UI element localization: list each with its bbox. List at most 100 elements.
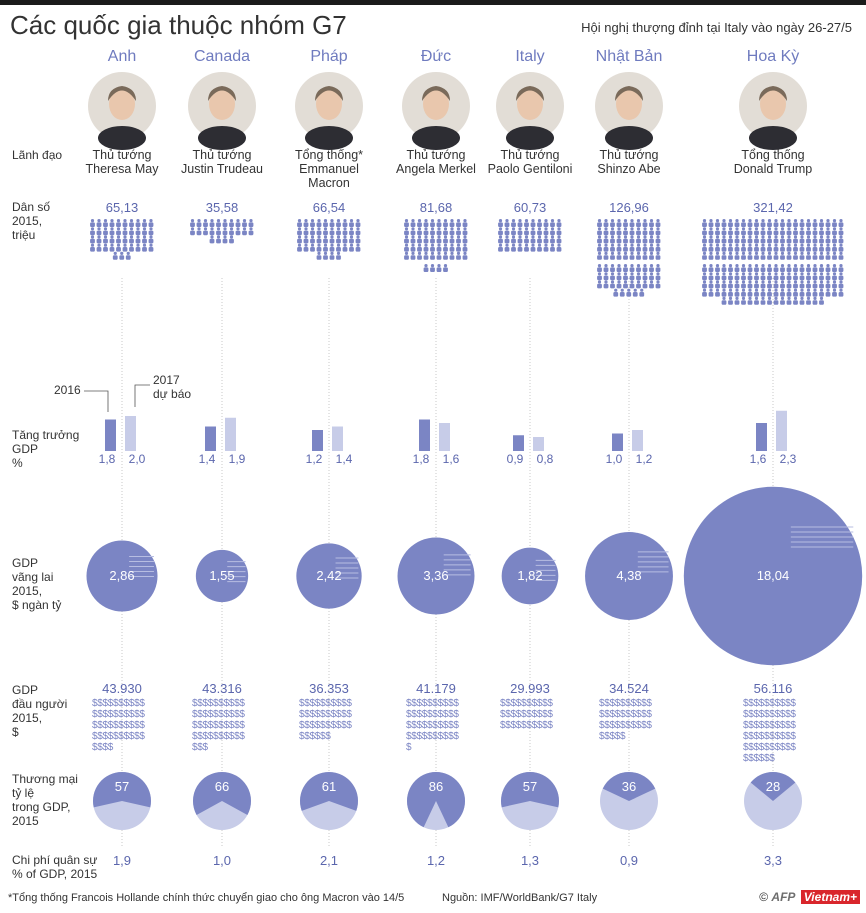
population-icon-6-14 [793,219,798,227]
population-value-6: 321,42 [753,200,793,215]
population-icon-6-175 [838,280,844,289]
population-icon-4-12 [511,227,516,236]
population-icon-0-31 [96,243,102,252]
population-icon-5-6 [636,219,641,227]
trade-slice-3 [407,772,465,828]
population-icon-6-163 [760,280,766,289]
population-icon-6-61 [812,235,818,244]
population-icon-0-24 [116,235,121,244]
growth-label-2017-1: 1,9 [228,452,246,466]
gdp-per-capita-dollars-6-1: $$$$$$$$$$ [743,709,796,720]
population-icon-4-32 [511,243,516,252]
population-icon-3-53 [443,264,448,272]
gdp-per-capita-dollars-2-2: $$$$$$$$$$ [299,720,352,731]
legend-2017: 2017 dự báo [153,373,192,401]
population-icon-6-95 [747,251,753,260]
gdp-per-capita-value-3: 41.179 [416,681,456,696]
population-icon-4-20 [498,235,503,244]
population-icon-6-4 [728,219,733,227]
population-icon-6-90 [715,251,720,260]
population-icon-6-55 [773,235,779,244]
population-icon-6-172 [819,280,824,289]
population-icon-5-46 [636,251,641,260]
population-icon-2-11 [303,227,309,236]
population-icon-6-27 [734,227,740,236]
population-icon-5-3 [616,219,622,227]
population-icon-0-16 [129,227,134,236]
gdp-value-6: 18,04 [756,568,790,583]
growth-bar-2017-3 [439,423,450,451]
growth-bar-2016-1 [205,426,216,451]
population-icon-5-77 [642,280,648,289]
population-icon-6-52 [754,235,759,244]
population-icon-2-8 [349,219,354,227]
population-icon-3-32 [417,243,422,252]
population-icon-5-33 [616,243,622,252]
population-icon-6-156 [715,280,720,289]
population-icon-6-194 [819,288,824,297]
population-icon-6-147 [799,272,805,281]
population-icon-6-67 [708,243,714,252]
population-icon-5-63 [616,272,622,281]
gdp-value-0: 2,86 [109,568,135,583]
growth-label-2016-0: 1,8 [98,452,116,466]
population-icon-6-128 [819,264,824,272]
growth-bar-2017-4 [533,437,544,451]
leader-name-6: Tổng thống Donald Trump [733,148,813,176]
population-icon-6-33 [773,227,779,236]
population-icon-3-43 [423,251,429,260]
row-label-gdp-growth: Tăng trưởng GDP % [12,428,80,470]
population-icon-6-64 [832,235,837,244]
population-icon-1-19 [248,227,254,236]
population-icon-6-149 [812,272,818,281]
population-icon-2-0 [297,219,302,227]
growth-label-2016-2: 1,2 [305,452,323,466]
population-icon-6-122 [780,264,785,272]
population-icon-4-2 [511,219,516,227]
population-icon-6-140 [754,272,759,281]
trade-value-2: 61 [321,779,337,794]
population-icon-4-39 [556,243,562,252]
trade-value-5: 36 [621,779,637,794]
population-icon-5-57 [642,264,648,272]
country-name-3: Đức [420,48,452,65]
population-icon-5-12 [610,227,615,236]
population-value-5: 126,96 [609,200,649,215]
population-icon-1-23 [229,235,234,244]
population-icon-0-32 [103,243,108,252]
population-icon-6-102 [793,251,798,260]
population-icon-1-15 [222,227,228,236]
population-icon-3-38 [456,243,461,252]
population-icon-6-23 [708,227,714,236]
population-icon-1-2 [203,219,208,227]
population-icon-6-211 [806,296,811,305]
population-icon-6-129 [825,264,831,272]
population-icon-6-5 [734,219,740,227]
population-icon-5-34 [623,243,628,252]
population-icon-5-75 [629,280,635,289]
population-icon-6-40 [819,227,824,236]
population-icon-6-42 [832,227,837,236]
growth-label-2017-5: 1,2 [635,452,653,466]
trade-value-0: 57 [114,779,130,794]
population-icon-6-178 [715,288,720,297]
population-icon-0-29 [148,235,154,244]
leader-name-5: Thủ tướng Shinzo Abe [597,148,661,176]
population-icon-5-28 [649,235,654,244]
row-label-trade: Thương mại tỷ lệ trong GDP, 2015 [12,772,78,828]
population-icon-6-28 [741,227,746,236]
portrait-body-5 [605,126,653,150]
population-icon-6-81 [799,243,805,252]
population-icon-6-98 [767,251,772,260]
population-icon-2-38 [349,243,354,252]
legend-2016: 2016 [54,383,81,397]
population-icon-4-3 [517,219,523,227]
population-icon-5-35 [629,243,635,252]
population-icon-0-8 [142,219,147,227]
population-icon-6-212 [812,296,818,305]
population-icon-6-84 [819,243,824,252]
gdp-value-5: 4,38 [616,568,642,583]
population-icon-6-150 [819,272,824,281]
population-icon-6-205 [767,296,772,305]
population-icon-6-72 [741,243,746,252]
